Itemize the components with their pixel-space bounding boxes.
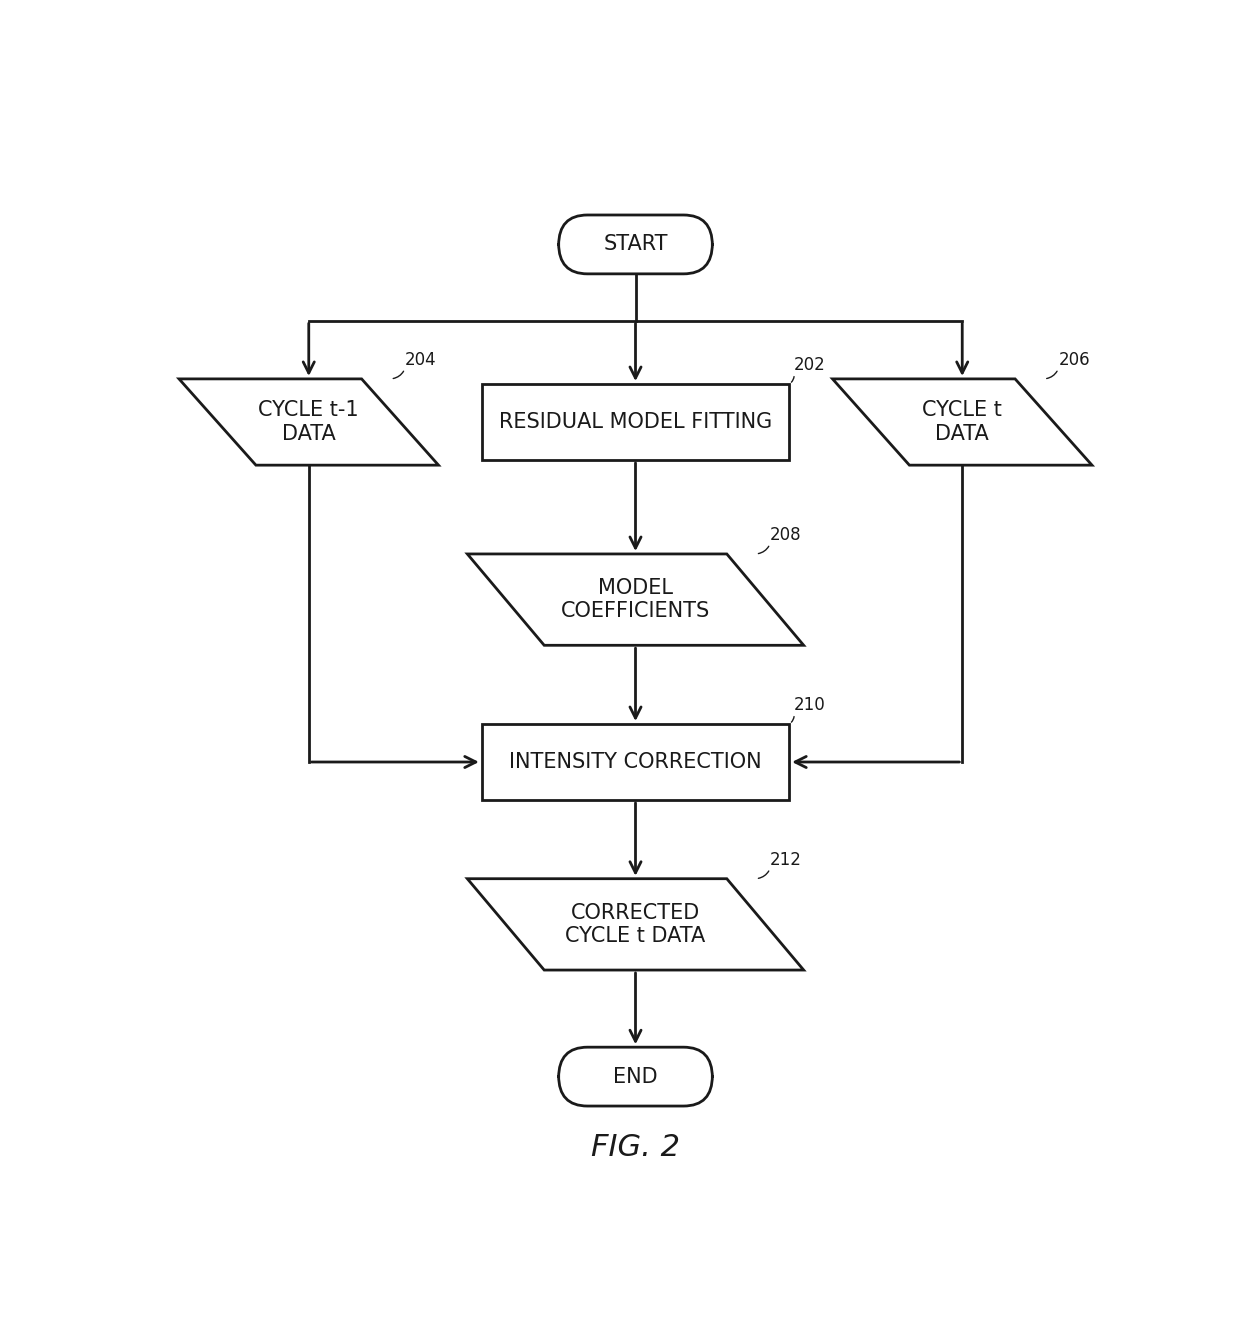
Text: END: END (614, 1066, 657, 1086)
Polygon shape (179, 378, 439, 465)
Text: RESIDUAL MODEL FITTING: RESIDUAL MODEL FITTING (498, 413, 773, 432)
Text: 204: 204 (404, 351, 436, 369)
Text: 202: 202 (794, 356, 826, 374)
Text: MODEL
COEFFICIENTS: MODEL COEFFICIENTS (560, 579, 711, 621)
Text: CORRECTED
CYCLE t DATA: CORRECTED CYCLE t DATA (565, 903, 706, 946)
Text: 206: 206 (1058, 351, 1090, 369)
FancyBboxPatch shape (558, 1048, 712, 1106)
Text: FIG. 2: FIG. 2 (591, 1133, 680, 1162)
Text: CYCLE t-1
DATA: CYCLE t-1 DATA (258, 401, 360, 444)
Text: 212: 212 (770, 850, 802, 869)
Polygon shape (467, 879, 804, 970)
Text: 210: 210 (794, 696, 826, 714)
Text: CYCLE t
DATA: CYCLE t DATA (923, 401, 1002, 444)
Text: 208: 208 (770, 526, 802, 544)
FancyBboxPatch shape (558, 215, 712, 274)
Polygon shape (467, 554, 804, 646)
Polygon shape (832, 378, 1092, 465)
Bar (481, 384, 789, 460)
Text: START: START (603, 235, 668, 254)
Text: INTENSITY CORRECTION: INTENSITY CORRECTION (510, 753, 761, 772)
Bar (481, 724, 789, 800)
